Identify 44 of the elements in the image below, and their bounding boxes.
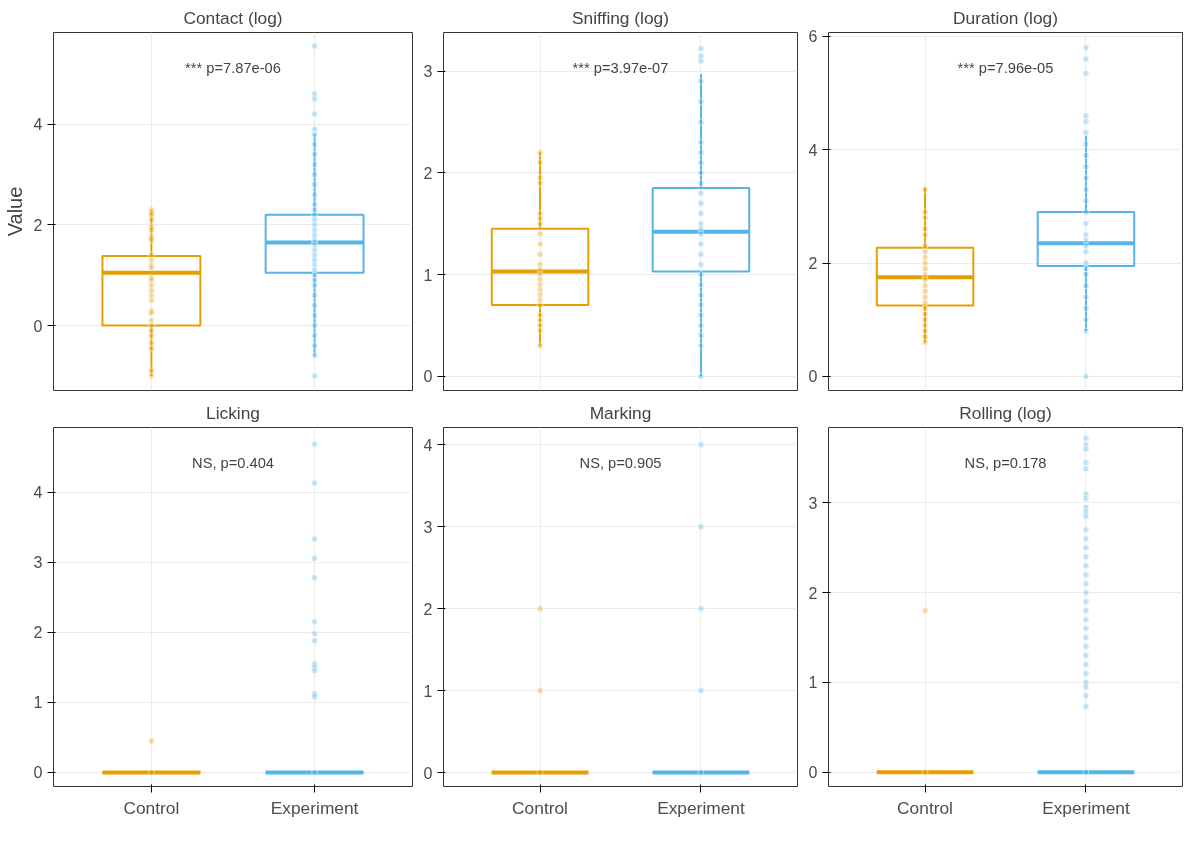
y-tick-label: 1 [423,682,433,700]
y-tick-label: 0 [33,317,43,335]
y-tick-label: 4 [808,141,818,159]
annotation: *** p=7.96e-05 [957,60,1054,77]
y-tick-label: 0 [808,764,818,782]
y-tick-label: 6 [808,28,818,46]
annotation: *** p=3.97e-07 [572,60,669,77]
chart-title: Licking [206,402,260,423]
y-tick-label: 2 [808,584,818,602]
y-tick-label: 2 [808,255,818,273]
y-tick-label: 1 [33,694,43,712]
y-tick-label: 3 [423,518,433,536]
chart-title: Rolling (log) [959,402,1052,423]
x-tick-label: Experiment [270,797,359,818]
y-tick-label: 0 [423,368,433,386]
y-axis-title: Value [3,186,26,237]
x-tick-label: Experiment [657,797,745,818]
y-tick-label: 4 [33,116,43,134]
chart-title: Marking [589,402,652,423]
y-tick-label: 3 [808,494,818,512]
annotation: NS, p=0.404 [192,455,274,472]
y-tick-label: 2 [33,216,43,234]
y-tick-label: 1 [423,266,433,284]
chart-title: Contact (log) [183,7,283,28]
y-tick-label: 2 [423,164,433,182]
y-tick-label: 2 [423,600,433,618]
annotation: NS, p=0.178 [964,455,1047,472]
x-tick-label: Control [123,797,180,818]
y-tick-label: 0 [423,764,433,782]
annotation: *** p=7.87e-06 [185,60,281,77]
annotation: NS, p=0.905 [579,455,662,472]
y-tick-label: 0 [33,764,43,782]
y-tick-label: 0 [808,368,818,386]
chart-title: Duration (log) [953,7,1058,28]
y-tick-label: 3 [33,554,43,572]
y-tick-label: 1 [808,674,818,692]
y-tick-label: 4 [423,436,433,454]
x-tick-label: Control [512,797,568,818]
y-tick-label: 3 [423,63,433,81]
x-tick-label: Experiment [1042,797,1130,818]
chart-title: Sniffing (log) [572,7,669,28]
x-tick-label: Control [897,797,953,818]
y-tick-label: 2 [33,624,43,642]
y-tick-label: 4 [33,484,43,502]
